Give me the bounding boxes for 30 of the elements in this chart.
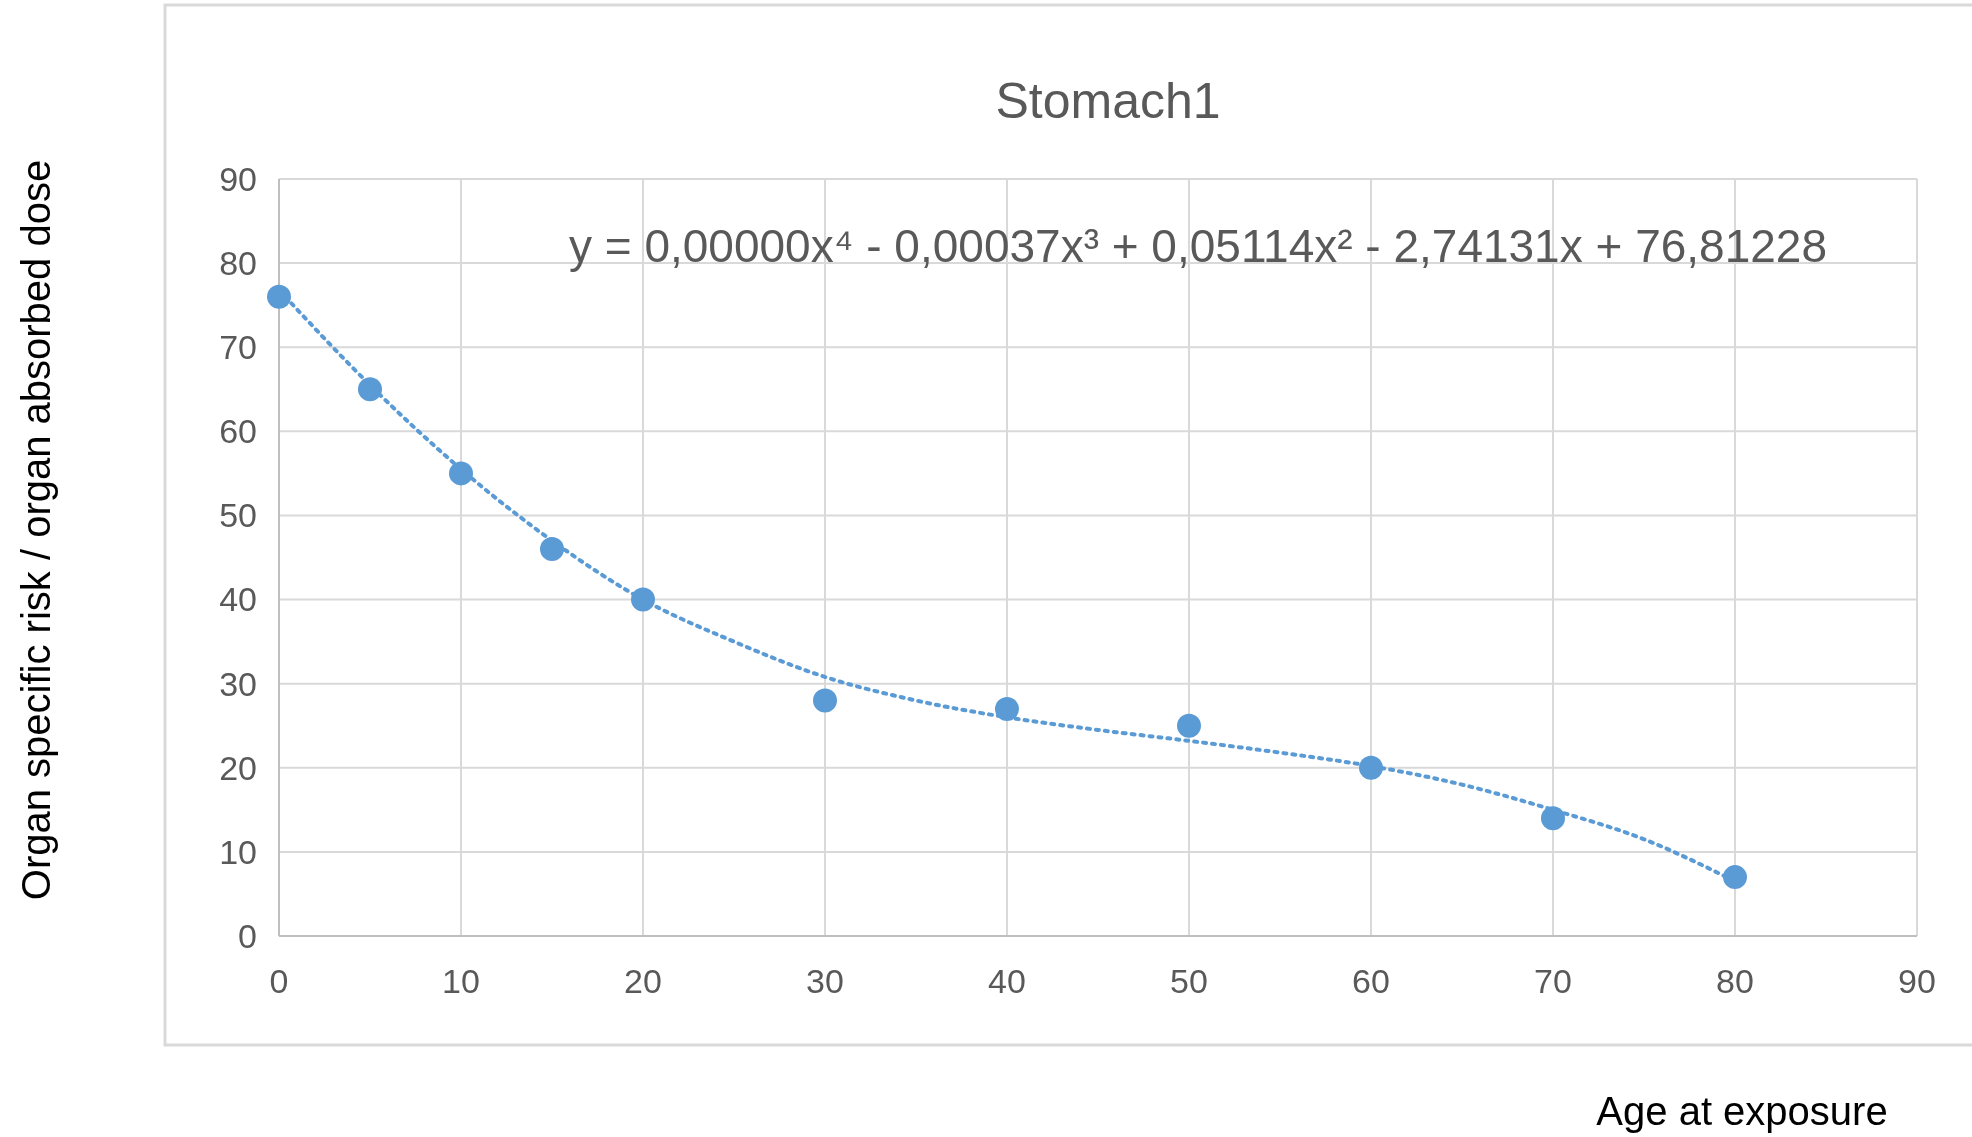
point bbox=[813, 688, 837, 713]
y-tick-label: 30 bbox=[219, 664, 257, 703]
x-tick-label: 60 bbox=[1352, 962, 1390, 1000]
x-axis-title: Age at exposure bbox=[1596, 1089, 1888, 1133]
y-tick-label: 50 bbox=[219, 496, 257, 535]
y-tick-label: 60 bbox=[219, 412, 257, 451]
point bbox=[267, 284, 291, 309]
y-tick-label: 80 bbox=[219, 244, 257, 283]
chart-title: Stomach1 bbox=[995, 73, 1221, 129]
x-tick-label: 0 bbox=[269, 962, 289, 1000]
point bbox=[1177, 713, 1201, 738]
x-tick-label: 50 bbox=[1170, 962, 1208, 1000]
x-tick-label: 80 bbox=[1716, 962, 1754, 1000]
annotation: y = 0,00000x⁴ - 0,00037x³ + 0,05114x² - 2,74131x + 76,81228 bbox=[569, 220, 1827, 272]
y-tick-label: 70 bbox=[219, 328, 257, 367]
x-tick-label: 70 bbox=[1534, 962, 1572, 1000]
y-axis-title: Organ specific risk / organ absorbed dose bbox=[14, 159, 58, 901]
y-tick-label: 0 bbox=[238, 916, 257, 955]
point bbox=[995, 696, 1019, 721]
x-tick-label: 90 bbox=[1898, 962, 1936, 1000]
point bbox=[1541, 806, 1565, 831]
y-tick-label: 90 bbox=[219, 159, 257, 198]
point bbox=[1723, 865, 1747, 890]
y-tick-label: 10 bbox=[219, 832, 257, 871]
y-tick-label: 20 bbox=[219, 748, 257, 787]
x-tick-label: 30 bbox=[806, 962, 844, 1000]
y-tick-label: 40 bbox=[219, 580, 257, 619]
x-tick-label: 40 bbox=[988, 962, 1026, 1000]
x-tick-label: 20 bbox=[624, 962, 662, 1000]
x-tick-label: 10 bbox=[442, 962, 480, 1000]
